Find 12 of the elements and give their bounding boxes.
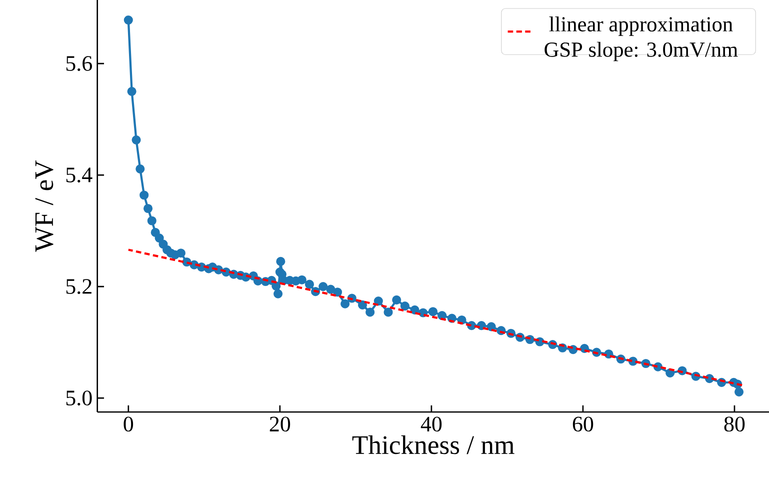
x-axis-title: Thickness / nm — [352, 435, 514, 454]
legend-label: llinear approximation GSP slope: 3.0mV/nm — [544, 16, 738, 62]
y-tick-label: 5.2 — [66, 279, 92, 294]
x-tick-label: 40 — [420, 416, 442, 432]
y-axis-title: WF / eV — [35, 160, 54, 252]
x-tick-label: 0 — [124, 416, 134, 432]
x-tick-label: 20 — [270, 416, 290, 432]
x-tick-label: 60 — [572, 416, 594, 432]
y-tick-label: 5.0 — [66, 390, 92, 406]
y-tick-label: 5.6 — [66, 56, 92, 71]
x-tick-label: 80 — [724, 416, 745, 432]
y-tick-label: 5.4 — [66, 168, 92, 182]
